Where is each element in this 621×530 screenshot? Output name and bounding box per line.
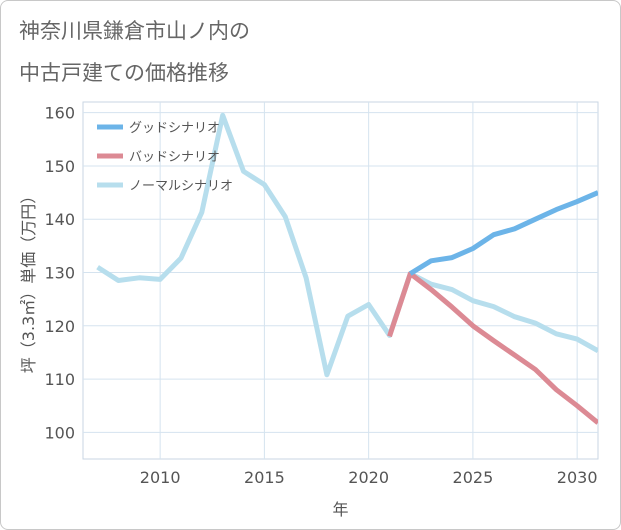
series-line-1: [387, 271, 598, 425]
y-tick-label: 160: [44, 104, 75, 123]
x-tick-label: 2030: [557, 468, 598, 487]
y-tick-label: 150: [44, 157, 75, 176]
x-tick-label: 2025: [453, 468, 494, 487]
y-tick-label: 120: [44, 317, 75, 336]
legend-label-1: バッドシナリオ: [129, 150, 220, 165]
series-line-2: [96, 112, 598, 378]
series-line-0: [408, 190, 598, 276]
y-axis-title: 坪（3.3㎡）単価（万円）: [19, 188, 38, 373]
chart-title-line-2: 中古戸建ての価格推移: [19, 61, 229, 85]
y-tick-label: 100: [44, 423, 75, 442]
x-tick-label: 2020: [348, 468, 389, 487]
x-tick-label: 2010: [140, 468, 181, 487]
plot-area: [82, 101, 599, 460]
y-tick-label: 110: [44, 370, 75, 389]
x-tick-label: 2015: [244, 468, 285, 487]
legend-label-2: ノーマルシナリオ: [129, 179, 233, 194]
chart-title-line-1: 神奈川県鎌倉市山ノ内の: [19, 19, 250, 43]
x-axis-title: 年: [332, 500, 348, 519]
y-tick-label: 140: [44, 210, 75, 229]
legend-label-0: グッドシナリオ: [129, 121, 220, 136]
y-tick-label: 130: [44, 264, 75, 283]
